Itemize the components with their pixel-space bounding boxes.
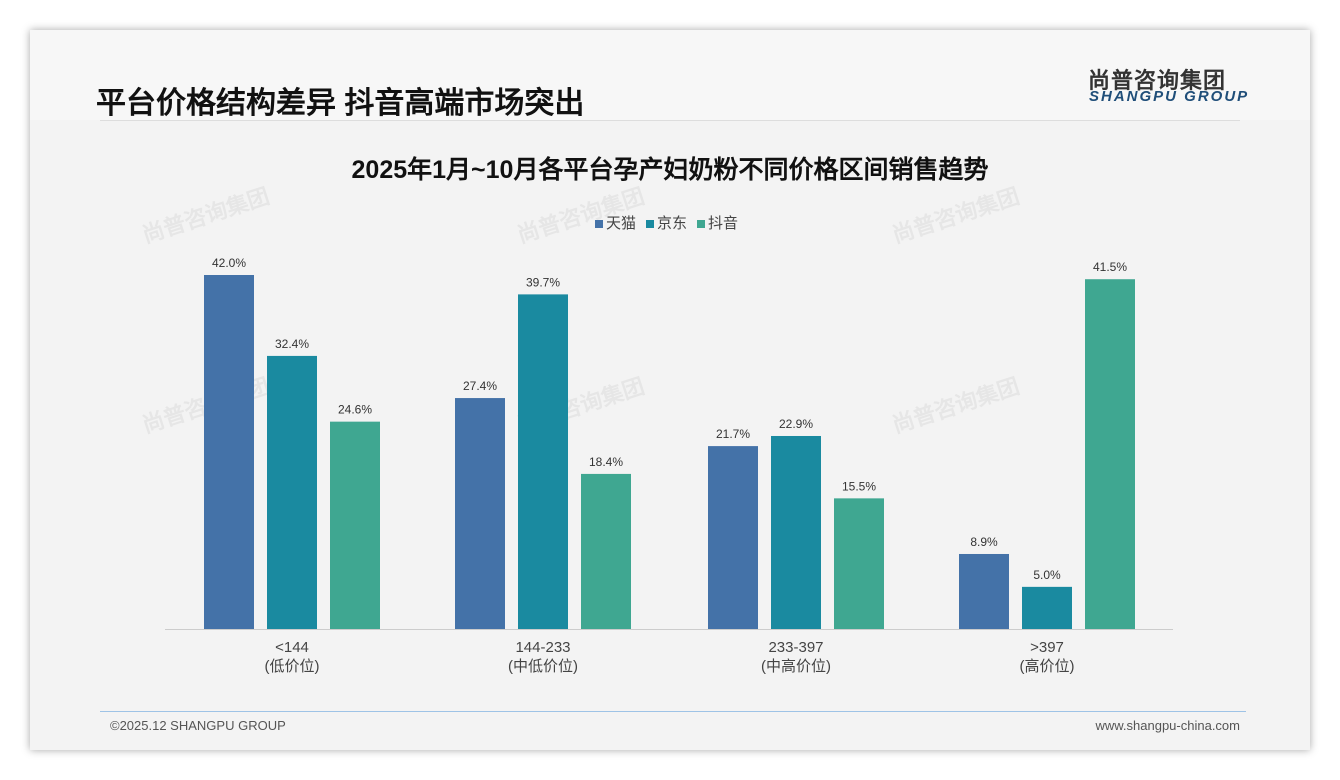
bar xyxy=(581,473,631,629)
header-divider xyxy=(100,120,1240,121)
bar xyxy=(1085,279,1135,629)
bar xyxy=(834,498,884,629)
bar xyxy=(518,294,568,629)
data-label: 32.4% xyxy=(275,337,309,351)
data-label: 5.0% xyxy=(1033,568,1061,582)
x-tick-label: <144 xyxy=(275,639,309,656)
data-label: 15.5% xyxy=(842,479,876,493)
legend-item: 京东 xyxy=(646,212,687,233)
header-band xyxy=(30,30,1310,120)
bar xyxy=(330,421,380,629)
x-tick-sublabel: (中高价位) xyxy=(761,658,831,675)
bar xyxy=(204,275,254,629)
x-tick-sublabel: (低价位) xyxy=(265,658,320,675)
legend: 天猫 京东 抖音 xyxy=(595,212,738,233)
x-tick-sublabel: (高价位) xyxy=(1020,658,1075,675)
data-label: 22.9% xyxy=(779,417,813,431)
data-label: 39.7% xyxy=(526,275,560,289)
x-tick-label: 233-397 xyxy=(768,639,823,656)
website: www.shangpu-china.com xyxy=(1095,718,1240,733)
bar xyxy=(1022,586,1072,629)
bar xyxy=(959,553,1009,629)
data-label: 42.0% xyxy=(212,256,246,270)
x-tick-sublabel: (中低价位) xyxy=(508,658,578,675)
data-label: 8.9% xyxy=(970,535,998,549)
data-label: 18.4% xyxy=(589,455,623,469)
bar xyxy=(708,446,758,629)
page-title: 平台价格结构差异 抖音高端市场突出 xyxy=(96,87,585,120)
chart-title: 2025年1月~10月各平台孕产妇奶粉不同价格区间销售趋势 xyxy=(351,156,989,184)
data-label: 41.5% xyxy=(1093,260,1127,274)
x-tick-label: 144-233 xyxy=(515,639,570,656)
data-label: 27.4% xyxy=(463,379,497,393)
x-tick-label: >397 xyxy=(1030,639,1064,656)
data-label: 21.7% xyxy=(716,427,750,441)
legend-item: 抖音 xyxy=(697,212,738,233)
copyright: ©2025.12 SHANGPU GROUP xyxy=(110,718,286,733)
bar xyxy=(771,435,821,629)
bar xyxy=(267,355,317,629)
data-label: 24.6% xyxy=(338,403,372,417)
footer-divider xyxy=(100,711,1246,712)
legend-item: 天猫 xyxy=(595,212,636,233)
logo-cn: 尚普咨询集团 xyxy=(1088,68,1227,93)
bar xyxy=(455,398,505,629)
logo-en: SHANGPU GROUP xyxy=(1089,88,1250,105)
